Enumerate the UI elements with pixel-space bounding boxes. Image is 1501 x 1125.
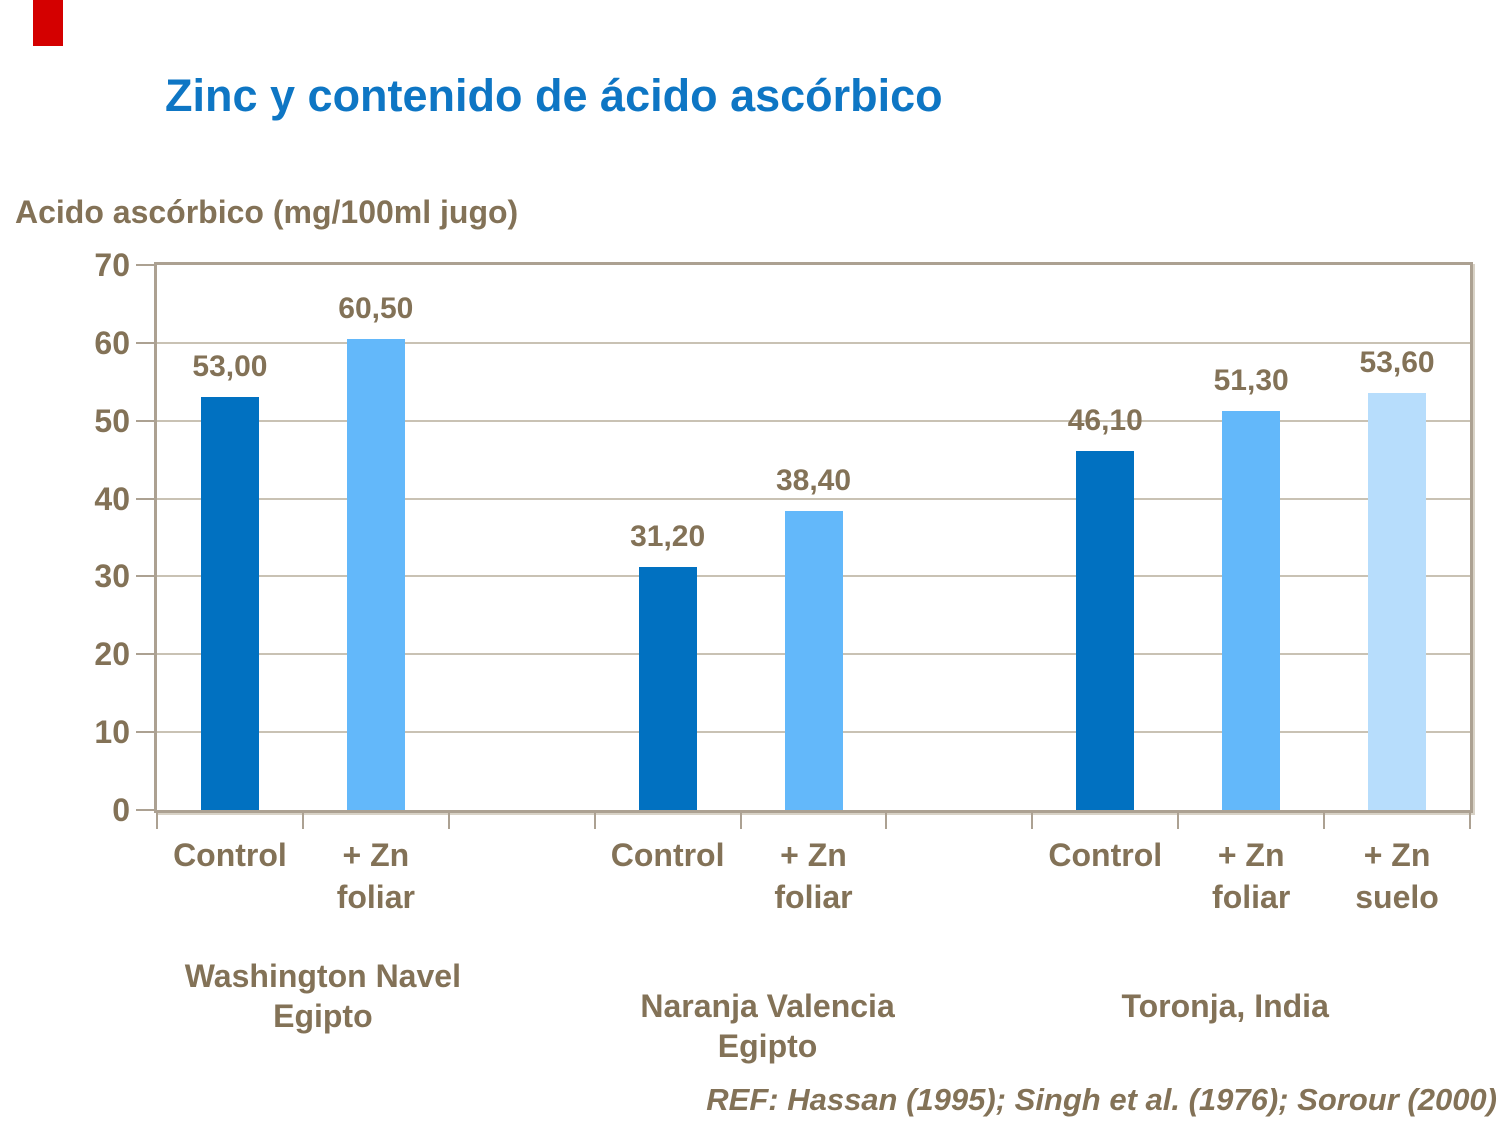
- y-axis-tick-label: 0: [112, 792, 130, 828]
- group-label: Washington Navel Egipto: [184, 958, 461, 1034]
- y-axis-tick-mark: [136, 497, 157, 500]
- x-axis-tick-mark: [1031, 813, 1034, 829]
- chart-title: Zinc y contenido de ácido ascórbico: [165, 70, 943, 121]
- x-axis-tick-mark: [156, 813, 158, 829]
- x-axis-tick-mark: [447, 813, 450, 829]
- bar--zn-foliar: [784, 511, 843, 810]
- bar-value-label: 31,20: [630, 520, 706, 554]
- group-label: Naranja Valencia Egipto: [640, 988, 895, 1064]
- bar-value-label: 53,00: [192, 350, 268, 384]
- y-axis-tick-mark: [136, 419, 157, 422]
- y-axis-title: Acido ascórbico (mg/100ml jugo): [15, 194, 519, 230]
- bar--zn-foliar: [1222, 410, 1281, 810]
- x-axis-tick-mark: [1323, 813, 1326, 829]
- bar--zn-foliar: [346, 338, 405, 810]
- y-axis-tick-mark: [136, 264, 157, 266]
- bar-value-label: 53,60: [1359, 345, 1435, 379]
- bar-control: [638, 567, 697, 810]
- reference-citation: REF: Hassan (1995); Singh et al. (1976);…: [706, 1082, 1497, 1117]
- x-axis-category-label: + Zn foliar: [774, 837, 853, 915]
- y-axis-tick-label: 10: [94, 714, 130, 751]
- x-axis-tick-mark: [301, 813, 304, 829]
- bar-value-label: 60,50: [338, 291, 414, 325]
- bar-value-label: 51,30: [1213, 363, 1289, 397]
- x-axis-category-label: Control: [1048, 837, 1163, 873]
- x-axis-category-label: + Zn foliar: [336, 837, 415, 915]
- y-axis-tick-mark: [136, 653, 157, 656]
- red-corner-accent: [33, 0, 63, 46]
- y-axis-tick-label: 20: [94, 636, 130, 673]
- x-axis-tick-mark: [885, 813, 888, 829]
- bar-control: [200, 397, 259, 810]
- bar-value-label: 38,40: [775, 464, 852, 498]
- y-axis-tick-mark: [136, 809, 157, 811]
- x-axis-tick-mark: [1177, 813, 1180, 829]
- y-axis-tick-mark: [136, 575, 157, 578]
- y-axis-tick-label: 70: [94, 247, 130, 283]
- gridline: [157, 419, 1470, 422]
- y-axis-tick-label: 30: [94, 558, 130, 595]
- bar-control: [1076, 451, 1135, 810]
- bar--zn-suelo: [1368, 392, 1427, 810]
- x-axis-category-label: + Zn foliar: [1212, 837, 1291, 915]
- y-axis-tick-label: 50: [94, 402, 130, 439]
- x-axis-tick-mark: [1469, 813, 1471, 829]
- x-axis-category-label: Control: [173, 837, 287, 873]
- x-axis-tick-mark: [593, 813, 596, 829]
- x-axis-category-label: + Zn suelo: [1355, 837, 1439, 915]
- x-axis-tick-mark: [739, 813, 742, 829]
- group-label: Toronja, India: [1121, 988, 1329, 1024]
- y-axis-tick-label: 40: [94, 480, 130, 517]
- y-axis-tick-mark: [136, 731, 157, 734]
- y-axis-tick-mark: [136, 341, 157, 344]
- gridline: [157, 341, 1470, 344]
- gridline: [157, 497, 1470, 500]
- bar-value-label: 46,10: [1067, 404, 1143, 438]
- y-axis-tick-label: 60: [94, 324, 130, 361]
- x-axis-category-label: Control: [610, 837, 725, 873]
